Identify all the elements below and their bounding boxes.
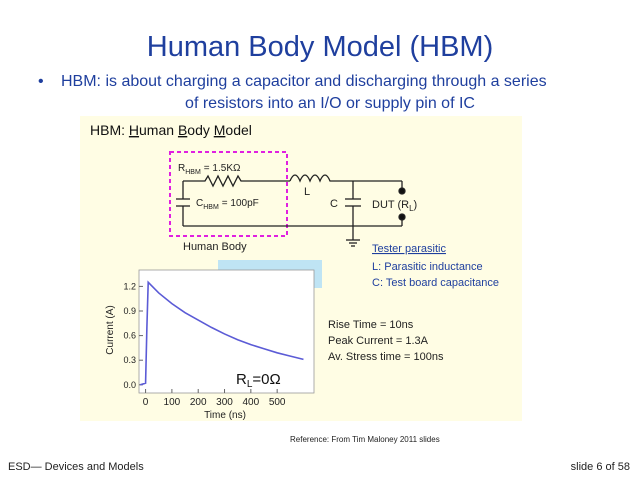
x-tick-label: 0: [143, 397, 149, 408]
terminal: [398, 187, 406, 195]
y-tick-label: 0.6: [123, 331, 136, 341]
inductor: [289, 174, 402, 183]
rl-label: RL=0Ω: [236, 371, 281, 390]
x-tick-label: 500: [269, 397, 286, 408]
x-tick-label: 400: [242, 397, 259, 408]
x-tick-label: 300: [216, 397, 233, 408]
current-curve: [140, 280, 304, 386]
current-plot: 0.0 0.3 0.6 0.9 1.2 0 100 200 300 400 500: [123, 269, 315, 408]
circuit: [169, 151, 406, 247]
wire: [183, 174, 290, 188]
y-axis-label: Current (A): [105, 305, 116, 354]
tester-line: C: Test board capacitance: [372, 277, 499, 289]
inductor-label: L: [304, 186, 310, 198]
y-tick-label: 1.2: [123, 281, 136, 291]
tester-title: Tester parasitic: [372, 243, 446, 255]
spec-line: Rise Time = 10ns: [328, 319, 414, 331]
slide-title: Human Body Model (HBM): [147, 31, 494, 63]
plot-frame: [138, 269, 315, 394]
tester-line: L: Parasitic inductance: [372, 261, 483, 273]
y-tick-label: 0.3: [123, 355, 136, 365]
reference: Reference: From Tim Maloney 2011 slides: [290, 435, 440, 444]
bullet-line: HBM: is about charging a capacitor and d…: [61, 73, 547, 90]
x-axis-label: Time (ns): [204, 410, 246, 421]
x-tick-label: 200: [190, 397, 207, 408]
dut-label: DUT (RL): [372, 199, 417, 213]
footer-left: ESD— Devices and Models: [8, 461, 144, 473]
spec-line: Av. Stress time = 100ns: [328, 351, 444, 363]
x-tick-label: 100: [164, 397, 181, 408]
spec-line: Peak Current = 1.3A: [328, 335, 429, 347]
terminal: [398, 213, 406, 221]
body-box: [169, 151, 288, 237]
y-tick-label: 0.0: [123, 380, 136, 390]
figure-heading: HBM: Human Body Model: [90, 122, 252, 138]
capacitor-label: C: [330, 198, 338, 210]
bullet-line: of resistors into an I/O or supply pin o…: [185, 95, 475, 112]
bullet-marker: •: [38, 73, 44, 90]
y-tick-label: 0.9: [123, 306, 136, 316]
footer-right: slide 6 of 58: [571, 461, 630, 473]
c-hbm-label: CHBM = 100pF: [196, 198, 259, 211]
body-label: Human Body: [183, 241, 247, 253]
r-hbm-label: RHBM = 1.5KΩ: [178, 163, 241, 176]
